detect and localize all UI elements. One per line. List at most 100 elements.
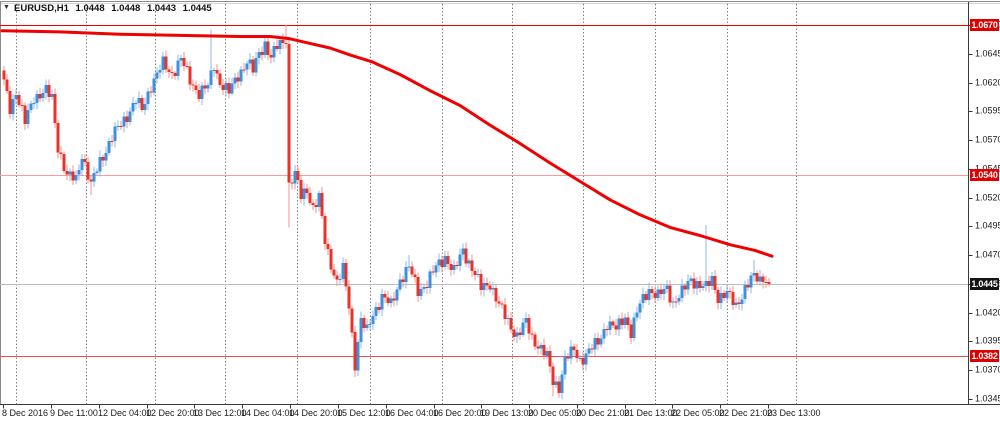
- candle-body: [620, 318, 624, 326]
- candle-body: [320, 193, 324, 217]
- candle-body: [224, 82, 228, 91]
- candle-body: [350, 308, 354, 333]
- candle-body: [140, 97, 144, 110]
- candle-body: [317, 193, 321, 207]
- candle-body: [179, 58, 183, 61]
- price-axis-label: 1.0595: [975, 105, 1000, 116]
- price-axis-label: 1.0495: [975, 220, 1000, 231]
- time-axis-label: 12 Dec 04:00: [98, 408, 152, 418]
- candle-body: [149, 91, 153, 93]
- candle-body: [164, 56, 168, 70]
- candle-body: [434, 265, 438, 273]
- candle-body: [281, 39, 285, 43]
- price-axis-label: 1.0520: [975, 192, 1000, 202]
- candle-body: [284, 42, 288, 44]
- candle-body: [647, 289, 651, 301]
- candle-body: [269, 54, 273, 58]
- candle-body: [65, 170, 69, 175]
- candle-body: [671, 301, 675, 303]
- candle-body: [737, 302, 741, 305]
- candle-body: [572, 346, 576, 351]
- price-axis-label: 1.0470: [975, 249, 1000, 260]
- candle-body: [323, 216, 327, 245]
- time-axis-label: 8 Dec 2016: [2, 408, 49, 418]
- candle-body: [446, 255, 450, 265]
- candle-body: [116, 126, 120, 127]
- collapse-arrow-icon[interactable]: ▼: [3, 4, 10, 11]
- candle-body: [74, 174, 78, 181]
- candle-body: [605, 328, 609, 330]
- candle-wick: [276, 39, 278, 52]
- candle-body: [689, 278, 693, 281]
- candle-body: [611, 321, 615, 326]
- candle-body: [341, 262, 345, 279]
- candle-body: [26, 110, 30, 124]
- candle-body: [233, 77, 237, 84]
- ohlc-open: 1.0448: [75, 3, 105, 14]
- candle-body: [467, 260, 471, 264]
- candle-body: [125, 116, 129, 122]
- candle-body: [335, 275, 339, 280]
- candle-body: [194, 85, 198, 90]
- candle-body: [17, 95, 21, 106]
- price-axis-label: 1.0570: [975, 134, 1000, 145]
- candle-body: [338, 279, 342, 280]
- candle-body: [11, 99, 15, 115]
- candle-body: [266, 41, 270, 55]
- candle-body: [203, 85, 207, 89]
- candle-body: [569, 346, 573, 359]
- candle-body: [47, 84, 51, 97]
- candle-body: [551, 366, 555, 385]
- time-axis-label: 14 Dec 20:00: [289, 408, 343, 418]
- candle-body: [731, 292, 735, 305]
- candle-body: [524, 317, 528, 323]
- time-axis-label: 23 Dec 13:00: [767, 408, 821, 418]
- candle-body: [260, 52, 264, 56]
- candle-body: [305, 188, 309, 193]
- candle-body: [392, 298, 396, 301]
- candle-body: [755, 272, 759, 282]
- candle-body: [113, 126, 117, 142]
- price-axis-label: 1.0370: [975, 364, 1000, 375]
- candle-body: [197, 89, 201, 99]
- candle-body: [686, 281, 690, 290]
- candle-body: [698, 281, 702, 288]
- candle-body: [53, 94, 57, 124]
- candle-body: [287, 43, 291, 183]
- candle-body: [122, 116, 126, 127]
- candle-body: [14, 95, 18, 100]
- candle-body: [248, 59, 252, 64]
- candle-body: [560, 374, 564, 393]
- candle-body: [662, 288, 666, 294]
- time-axis-label: 12 Dec 20:00: [146, 408, 200, 418]
- candle-body: [683, 285, 687, 290]
- candle-body: [170, 71, 174, 74]
- candle-body: [131, 103, 135, 112]
- candle-body: [653, 292, 657, 298]
- candle-body: [539, 344, 543, 349]
- candle-body: [710, 276, 714, 287]
- candle-body: [629, 324, 633, 339]
- candle-body: [431, 271, 435, 273]
- candle-body: [701, 285, 705, 288]
- candle-body: [77, 170, 81, 175]
- candle-body: [614, 325, 618, 330]
- candle-body: [347, 286, 351, 309]
- candle-body: [464, 248, 468, 264]
- ohlc-close: 1.0445: [182, 3, 212, 14]
- candle-body: [107, 141, 111, 153]
- candle-body: [20, 105, 24, 107]
- current-price-tag: 1.0445: [970, 277, 999, 290]
- candle-wick: [33, 96, 35, 110]
- candle-body: [407, 266, 411, 268]
- candle-wick: [90, 175, 92, 196]
- candle-body: [437, 259, 441, 266]
- candle-body: [143, 103, 147, 111]
- candle-body: [695, 281, 699, 289]
- candle-body: [104, 152, 108, 161]
- candle-body: [254, 58, 258, 73]
- candle-body: [410, 266, 414, 275]
- candle-body: [692, 278, 696, 289]
- candle-body: [404, 267, 408, 283]
